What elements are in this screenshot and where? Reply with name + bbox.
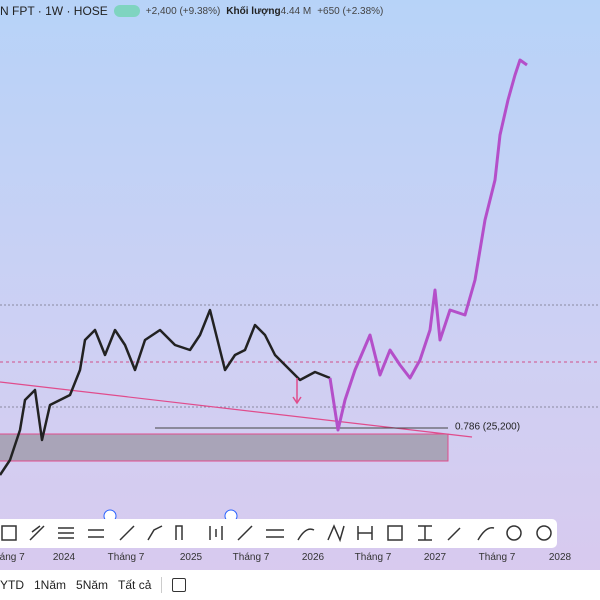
x-tick-label: 2025 [179, 552, 203, 563]
separator [161, 577, 163, 593]
symbol[interactable]: N FPT · 1W · HOSE [0, 4, 108, 18]
drawing-toolbar [0, 519, 557, 548]
range-button[interactable]: YTD [0, 578, 24, 592]
arrow-head [292, 396, 302, 405]
price-history [0, 308, 331, 476]
x-tick-label: 2028 [548, 552, 572, 563]
x-tick-label: Tháng 7 [478, 552, 516, 563]
status-pill [113, 5, 140, 17]
fib-label: 0.786 (25,200) [455, 422, 520, 433]
price-change: +2,400 (+9.38%) [145, 5, 221, 17]
range-bar: YTD 1Năm 5Năm Tất cả [0, 570, 600, 600]
toolbar-icons [1, 524, 552, 543]
x-tick-label: 2024 [52, 552, 76, 563]
volume-change: +650 (+2.38%) [317, 5, 384, 17]
x-tick-label: Tháng 7 [232, 552, 270, 563]
price-projection [328, 58, 528, 432]
x-tick-label: tháng 7 [0, 552, 25, 563]
x-tick-label: Tháng 7 [354, 552, 392, 563]
x-tick-label: 2026 [301, 552, 325, 563]
range-button[interactable]: 5Năm [76, 578, 109, 592]
x-tick-label: 2027 [423, 552, 447, 563]
range-button[interactable]: 1Năm [34, 578, 67, 592]
x-tick-label: Tháng 7 [107, 552, 145, 563]
symbol-header: N FPT · 1W · HOSE +2,400 (+9.38%) Khối l… [0, 4, 383, 18]
calendar-icon[interactable] [172, 578, 187, 592]
zone [0, 433, 449, 462]
volume-label: Khối lượng [226, 5, 281, 17]
range-button[interactable]: Tất cả [118, 578, 152, 592]
volume: 4.44 M [280, 5, 312, 17]
